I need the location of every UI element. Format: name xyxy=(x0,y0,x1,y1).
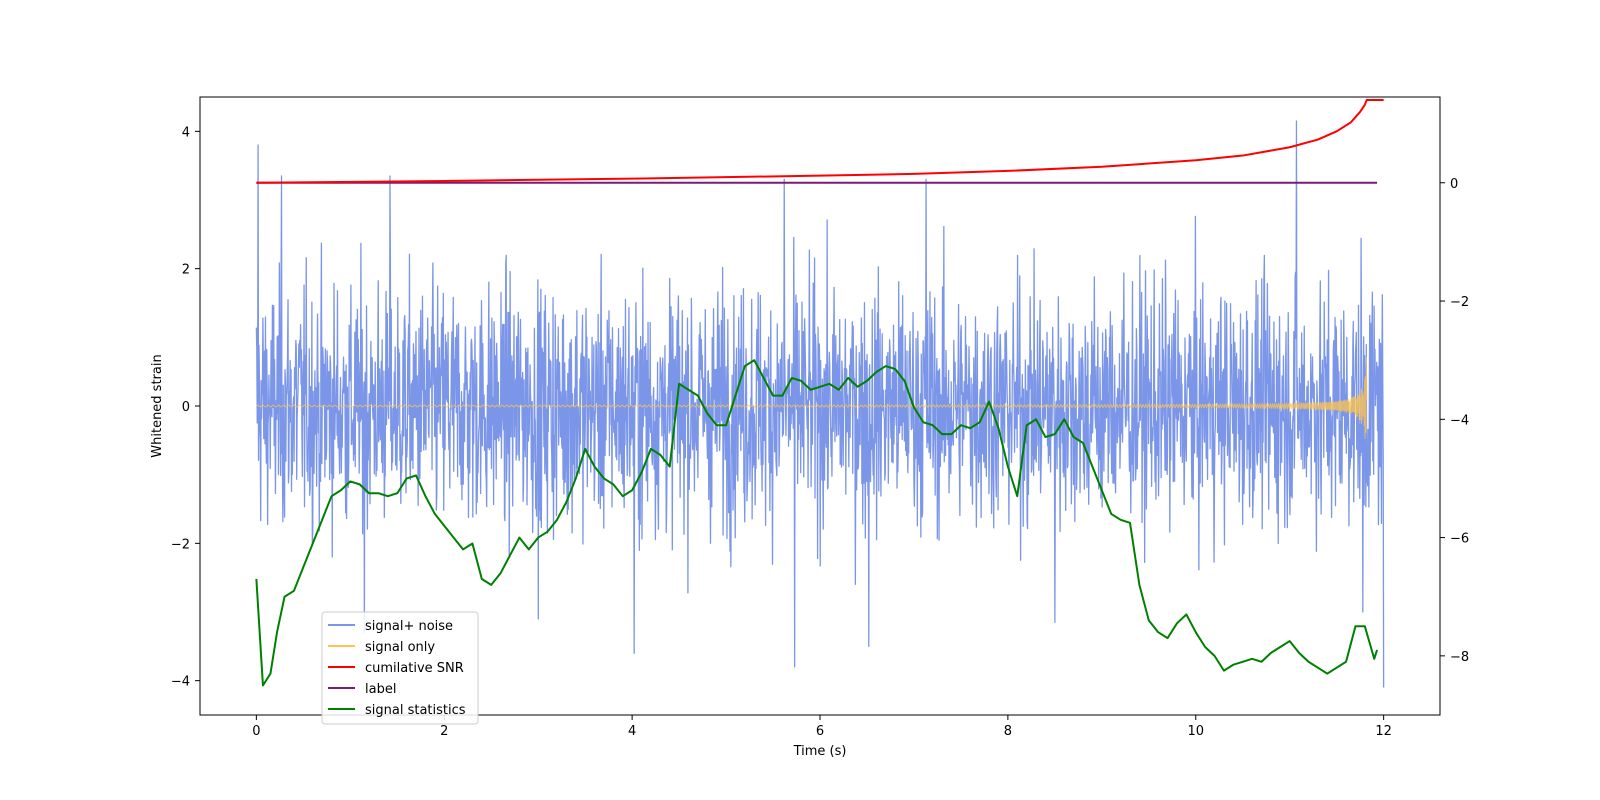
series-cumulative-snr xyxy=(256,98,1384,184)
plot-area xyxy=(255,98,1385,688)
y2-tick-label: 0 xyxy=(1450,177,1458,192)
y-axis-right: −8 −6 −4 −2 0 xyxy=(1440,177,1469,665)
x-axis-title: Time (s) xyxy=(793,744,847,759)
y-tick-label: 4 xyxy=(182,125,190,140)
y2-tick-label: −2 xyxy=(1450,295,1469,310)
x-tick-label: 6 xyxy=(816,724,824,739)
y2-tick-label: −8 xyxy=(1450,650,1469,665)
legend-box xyxy=(321,611,479,725)
x-tick-label: 0 xyxy=(252,724,260,739)
y-axis-left: −4 −2 0 2 4 xyxy=(171,125,200,690)
y-axis-title: Whitened strain xyxy=(150,354,165,457)
x-tick-label: 2 xyxy=(440,724,448,739)
y-tick-label: 0 xyxy=(182,400,190,415)
x-tick-label: 4 xyxy=(628,724,636,739)
series-signal-only xyxy=(256,357,1368,439)
series-signal-noise xyxy=(255,120,1385,688)
series-signal-statistics xyxy=(255,359,1379,687)
legend-label-signal-statistics: signal statistics xyxy=(365,703,466,718)
y2-tick-label: −6 xyxy=(1450,532,1469,547)
y2-tick-label: −4 xyxy=(1450,413,1469,428)
legend: signal+ noise signal only cumilative SNR… xyxy=(321,611,479,725)
y-tick-label: −4 xyxy=(171,675,190,690)
y-tick-label: 2 xyxy=(182,263,190,278)
x-tick-label: 8 xyxy=(1004,724,1012,739)
y-tick-label: −2 xyxy=(171,537,190,552)
legend-label-label: label xyxy=(365,682,396,697)
legend-label-signal-only: signal only xyxy=(365,640,435,655)
x-tick-label: 10 xyxy=(1187,724,1204,739)
x-tick-label: 12 xyxy=(1375,724,1392,739)
legend-label-signal-noise: signal+ noise xyxy=(365,619,453,634)
legend-label-cumulative-snr: cumilative SNR xyxy=(365,661,464,676)
